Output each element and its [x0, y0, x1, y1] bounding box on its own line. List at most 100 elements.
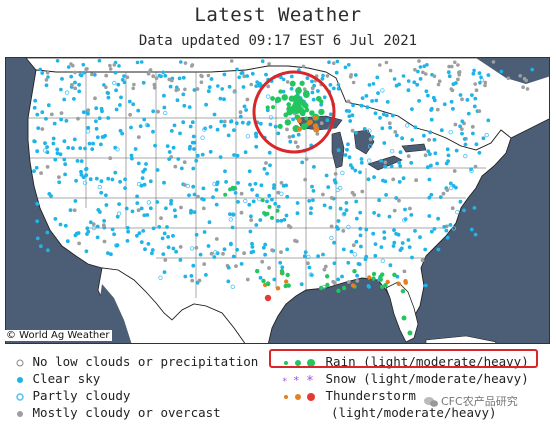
station-marker: [423, 153, 428, 158]
station-marker: [402, 217, 407, 223]
station-marker: [174, 249, 179, 254]
station-marker: [124, 206, 129, 211]
station-marker: [135, 233, 139, 238]
station-marker: [328, 112, 333, 117]
station-marker: [71, 63, 75, 68]
station-marker: [270, 215, 274, 220]
station-marker: [418, 65, 423, 69]
station-marker: [446, 70, 451, 75]
station-marker: [472, 68, 476, 73]
station-marker: [297, 107, 305, 114]
station-marker: [310, 86, 315, 91]
station-marker: [450, 206, 455, 211]
station-marker: [265, 211, 270, 216]
station-marker: [154, 76, 159, 81]
station-marker: [384, 60, 389, 65]
station-marker: [35, 236, 40, 241]
station-marker: [258, 218, 263, 222]
station-marker: [270, 248, 274, 253]
station-marker: [336, 227, 340, 231]
station-marker: [484, 132, 489, 138]
station-marker: [130, 156, 134, 161]
station-marker: [148, 206, 153, 211]
station-marker: [401, 176, 406, 181]
station-marker: [397, 180, 402, 184]
station-marker: [215, 251, 220, 256]
station-marker: [262, 211, 267, 215]
station-marker: [473, 96, 478, 101]
station-marker: [372, 211, 376, 215]
station-marker: [271, 105, 276, 110]
station-marker: [367, 128, 372, 133]
station-marker: [146, 200, 151, 205]
station-marker: [144, 162, 148, 166]
station-marker: [178, 245, 183, 249]
station-marker: [55, 147, 60, 152]
station-marker: [413, 229, 417, 233]
station-marker: [248, 182, 252, 187]
station-marker: [470, 124, 475, 129]
station-marker: [426, 149, 431, 154]
station-marker: [407, 330, 413, 336]
station-marker: [499, 69, 504, 74]
station-marker: [127, 99, 132, 104]
station-marker: [469, 227, 474, 232]
station-marker: [166, 245, 171, 250]
station-marker: [449, 87, 454, 91]
station-marker: [106, 176, 111, 181]
station-marker: [245, 74, 249, 78]
station-marker: [114, 107, 119, 112]
station-marker: [410, 138, 415, 142]
station-marker: [307, 199, 312, 203]
station-marker: [255, 268, 260, 274]
station-marker: [481, 136, 486, 141]
station-marker: [163, 73, 168, 78]
station-marker: [400, 289, 406, 294]
station-marker: [101, 223, 106, 228]
station-marker: [378, 277, 383, 282]
station-marker: [112, 63, 117, 67]
station-marker: [359, 103, 364, 108]
station-marker: [445, 147, 450, 152]
station-marker: [249, 214, 253, 219]
station-marker: [321, 73, 325, 78]
legend-partly: Partly cloudy: [15, 388, 130, 403]
station-marker: [136, 161, 141, 166]
station-marker: [202, 262, 207, 266]
station-marker: [247, 202, 252, 207]
highlight-circle: [252, 70, 336, 154]
station-marker: [51, 141, 56, 146]
station-marker: [469, 168, 474, 174]
station-marker: [382, 236, 387, 241]
station-marker: [285, 127, 289, 132]
station-marker: [389, 148, 395, 154]
station-marker: [97, 116, 102, 121]
station-marker: [240, 120, 245, 125]
station-marker: [336, 219, 341, 223]
station-marker: [428, 130, 433, 135]
station-marker: [446, 159, 450, 163]
station-marker: [113, 70, 118, 75]
station-marker: [195, 153, 200, 158]
station-marker: [293, 140, 298, 145]
station-marker: [136, 135, 141, 139]
station-marker: [392, 240, 397, 245]
station-marker: [452, 169, 457, 173]
station-marker: [283, 112, 289, 118]
station-marker: [77, 82, 81, 87]
station-marker: [97, 58, 102, 63]
station-marker: [309, 110, 315, 116]
station-marker: [190, 140, 195, 145]
station-marker: [63, 223, 68, 228]
legend: No low clouds or precipitation Clear sky…: [0, 348, 556, 427]
station-marker: [299, 80, 305, 86]
station-marker: [182, 160, 187, 165]
station-marker: [338, 185, 343, 191]
station-marker: [247, 120, 251, 125]
station-marker: [276, 204, 281, 209]
station-marker: [62, 139, 67, 144]
station-marker: [362, 127, 367, 131]
station-marker: [458, 93, 463, 97]
station-marker: [477, 150, 482, 155]
station-marker: [151, 226, 156, 231]
